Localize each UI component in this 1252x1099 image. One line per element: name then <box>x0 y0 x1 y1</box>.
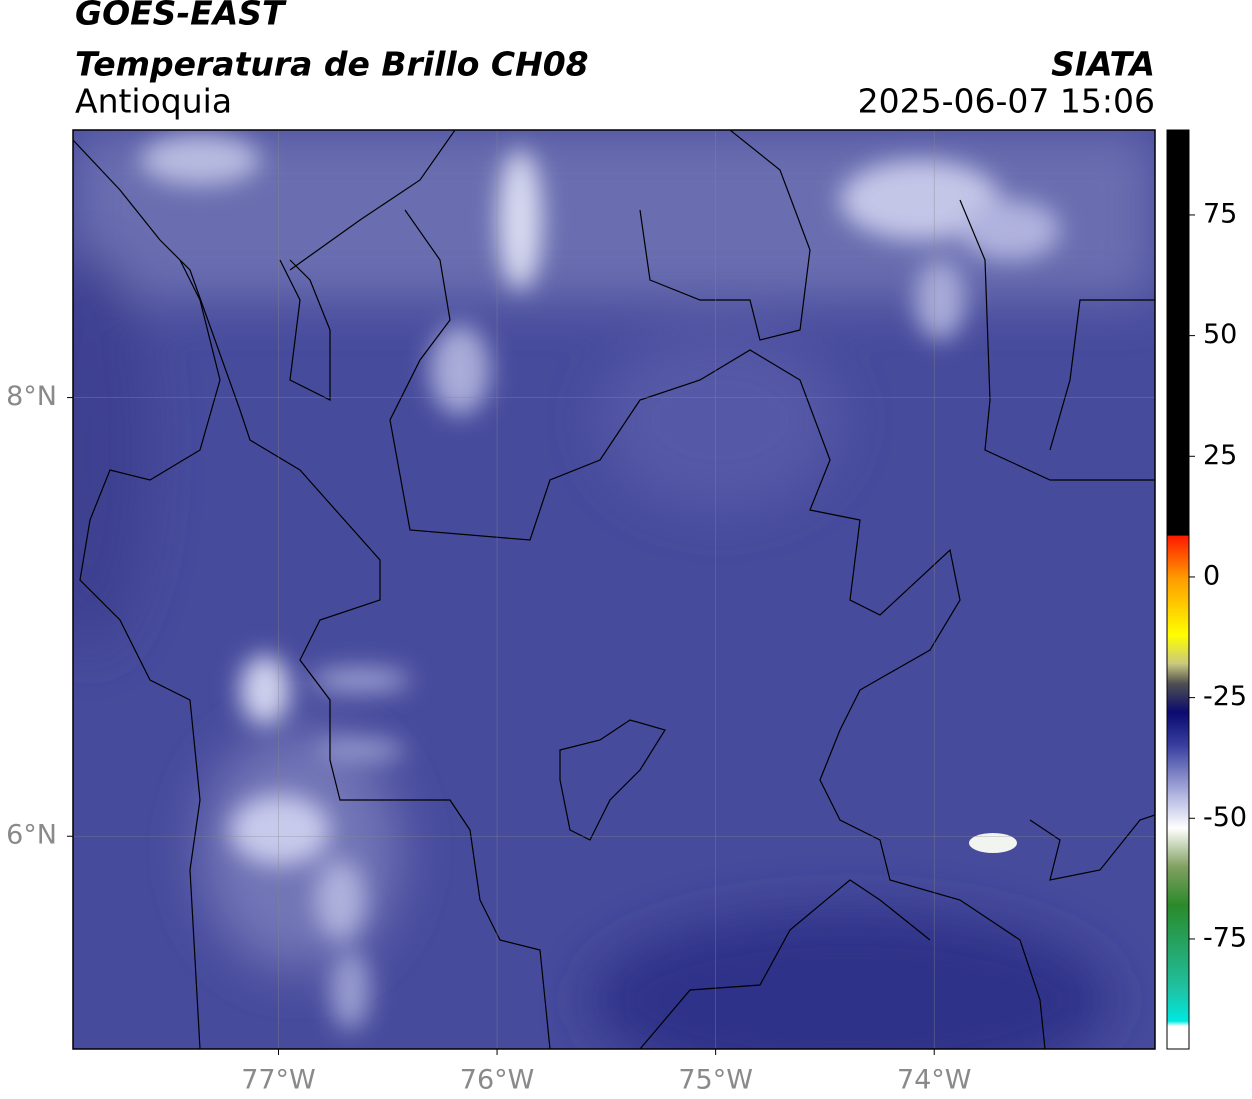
colorbar-segment <box>1167 827 1189 868</box>
colorbar-segment <box>1167 712 1189 747</box>
colorbar-segment <box>1167 987 1189 1022</box>
cold-cloud <box>969 833 1017 853</box>
colorbar-segment <box>1167 866 1189 906</box>
cloud-features <box>140 135 1060 1030</box>
subtitle: Temperatura de Brillo CH08 <box>75 45 589 84</box>
colorbar-segment <box>1167 576 1189 636</box>
grid <box>73 130 1155 1049</box>
colorbar-segment <box>1167 534 1189 537</box>
y-tick-label: 8°N <box>6 381 57 412</box>
colorbar-tick-label: 25 <box>1203 440 1237 471</box>
colorbar-segment <box>1167 130 1189 536</box>
colorbar-tick-label: -25 <box>1203 681 1247 712</box>
title: GOES-EAST <box>75 0 287 33</box>
colorbar-segment <box>1167 683 1189 713</box>
colorbar-segment <box>1167 1025 1189 1050</box>
x-tick-label: 77°W <box>241 1065 316 1096</box>
colorbar-segment <box>1167 1021 1189 1027</box>
source: SIATA <box>1051 45 1155 84</box>
x-tick-label: 75°W <box>678 1065 753 1096</box>
colorbar-tick-label: -75 <box>1203 922 1247 953</box>
colorbar-frame <box>1166 129 1190 1050</box>
colorbar-segment <box>1167 634 1189 665</box>
colorbar-segment <box>1167 745 1189 795</box>
colorbar-segment <box>1167 905 1189 988</box>
colorbar-segment <box>1167 794 1189 829</box>
colorbar-tick-label: 0 <box>1203 560 1220 591</box>
map-frame <box>72 129 1156 1050</box>
datetime: 2025-06-07 15:06 <box>858 82 1155 121</box>
colorbar-tick-label: -50 <box>1203 802 1247 833</box>
colorbar-tick-label: 75 <box>1203 198 1237 229</box>
colorbar-segment <box>1167 535 1189 578</box>
x-tick-label: 74°W <box>897 1065 972 1096</box>
region: Antioquia <box>75 82 232 121</box>
map-image <box>73 130 1155 1049</box>
x-tick-label: 76°W <box>460 1065 535 1096</box>
y-tick-label: 6°N <box>6 820 57 851</box>
boundaries <box>73 130 1155 1049</box>
colorbar-segment <box>1167 663 1189 684</box>
colorbar-tick-label: 50 <box>1203 319 1237 350</box>
